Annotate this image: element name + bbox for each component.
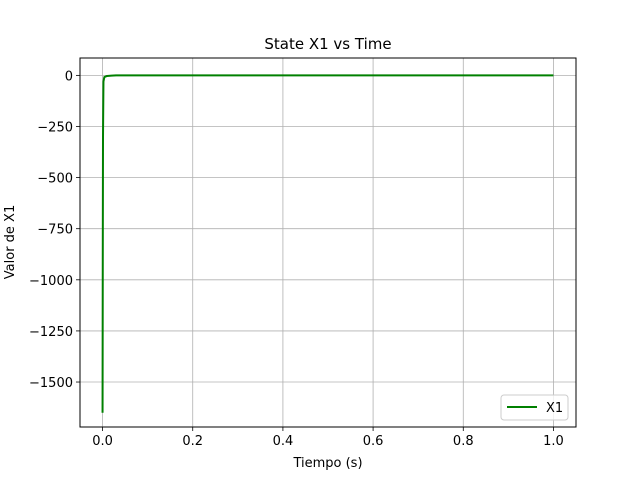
legend-label: X1 — [546, 401, 563, 416]
legend: X1 — [500, 394, 569, 421]
y-tick-label: −250 — [37, 120, 73, 135]
y-tick-label: −1000 — [29, 274, 73, 289]
y-tick-label: −1250 — [29, 325, 73, 340]
y-axis-label: Valor de X1 — [3, 205, 18, 279]
y-tick-label: 0 — [65, 69, 73, 84]
chart-title: State X1 vs Time — [264, 35, 391, 53]
x-tick-label: 0.0 — [92, 434, 113, 449]
ticks: 0.0 0.2 0.4 0.6 0.8 1.0 0 −250 −500 −750 −1000 −125… — [29, 69, 564, 449]
y-tick-label: −1500 — [29, 376, 73, 391]
x-tick-label: 1.0 — [543, 434, 564, 449]
y-tick-label: −500 — [37, 172, 73, 187]
series-layer — [101, 74, 554, 413]
y-tick-label: −750 — [37, 223, 73, 238]
x-tick-label: 0.2 — [182, 434, 203, 449]
x-axis-label: Tiempo (s) — [292, 456, 362, 471]
x-tick-label: 0.8 — [453, 434, 474, 449]
grid — [80, 58, 576, 427]
x-tick-label: 0.6 — [363, 434, 384, 449]
series-line-x1 — [101, 74, 554, 413]
plot-frame — [79, 57, 577, 428]
x-tick-label: 0.4 — [273, 434, 294, 449]
